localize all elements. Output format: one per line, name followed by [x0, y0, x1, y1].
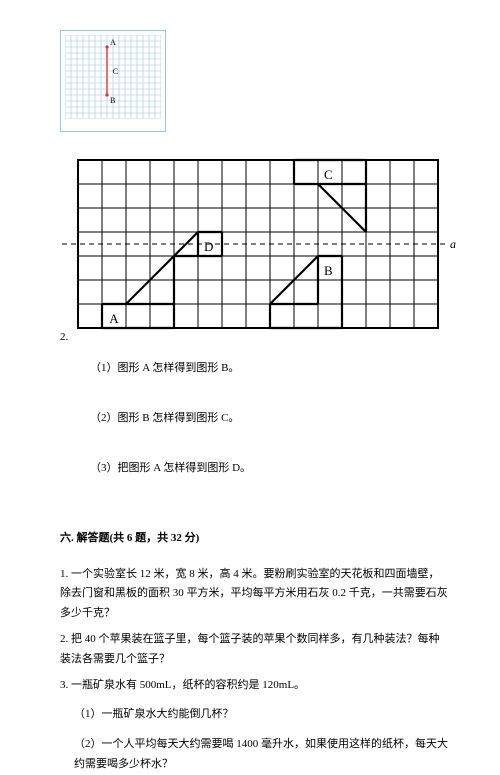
svg-text:B: B — [324, 263, 333, 278]
svg-text:C: C — [113, 67, 118, 76]
small-grid-svg: A B C — [65, 35, 161, 119]
svg-text:A: A — [110, 38, 116, 47]
svg-text:D: D — [204, 239, 213, 254]
svg-text:C: C — [324, 167, 333, 182]
question-1: （1）图形 A 怎样得到图形 B。 — [90, 359, 450, 379]
problem-2-row: aAODBC — [60, 152, 450, 342]
svg-text:A: A — [109, 311, 119, 326]
svg-text:B: B — [110, 96, 115, 105]
question-2: （2）图形 B 怎样得到图形 C。 — [90, 409, 450, 429]
svg-text:a: a — [450, 237, 456, 251]
section-6-title: 六. 解答题(共 6 题，共 32 分) — [60, 529, 450, 549]
question-3: （3）把图形 A 怎样得到图形 D。 — [90, 459, 450, 479]
problem-3a-text: （1）一瓶矿泉水大约能倒几杯？ — [74, 705, 450, 725]
svg-text:O: O — [175, 329, 185, 330]
problem-1-text: 1. 一个实验室长 12 米，宽 8 米，高 4 米。要粉刷实验室的天花板和四面… — [60, 565, 450, 624]
problem-3-text: 3. 一瓶矿泉水有 500mL，纸杯的容积约是 120mL。 — [60, 676, 450, 696]
big-grid-figure: a A O D B C — [60, 158, 456, 338]
big-grid-svg: a A O D B C — [60, 158, 456, 330]
small-grid-figure: A B C — [60, 30, 166, 132]
problem-2-text: 2. 把 40 个苹果装在篮子里，每个篮子装的苹果个数同样多，有几种装法？每种装… — [60, 630, 450, 670]
problem-3b-text: （2）一个人平均每天大约需要喝 1400 毫升水，如果使用这样的纸杯，每天大约需… — [74, 735, 450, 775]
